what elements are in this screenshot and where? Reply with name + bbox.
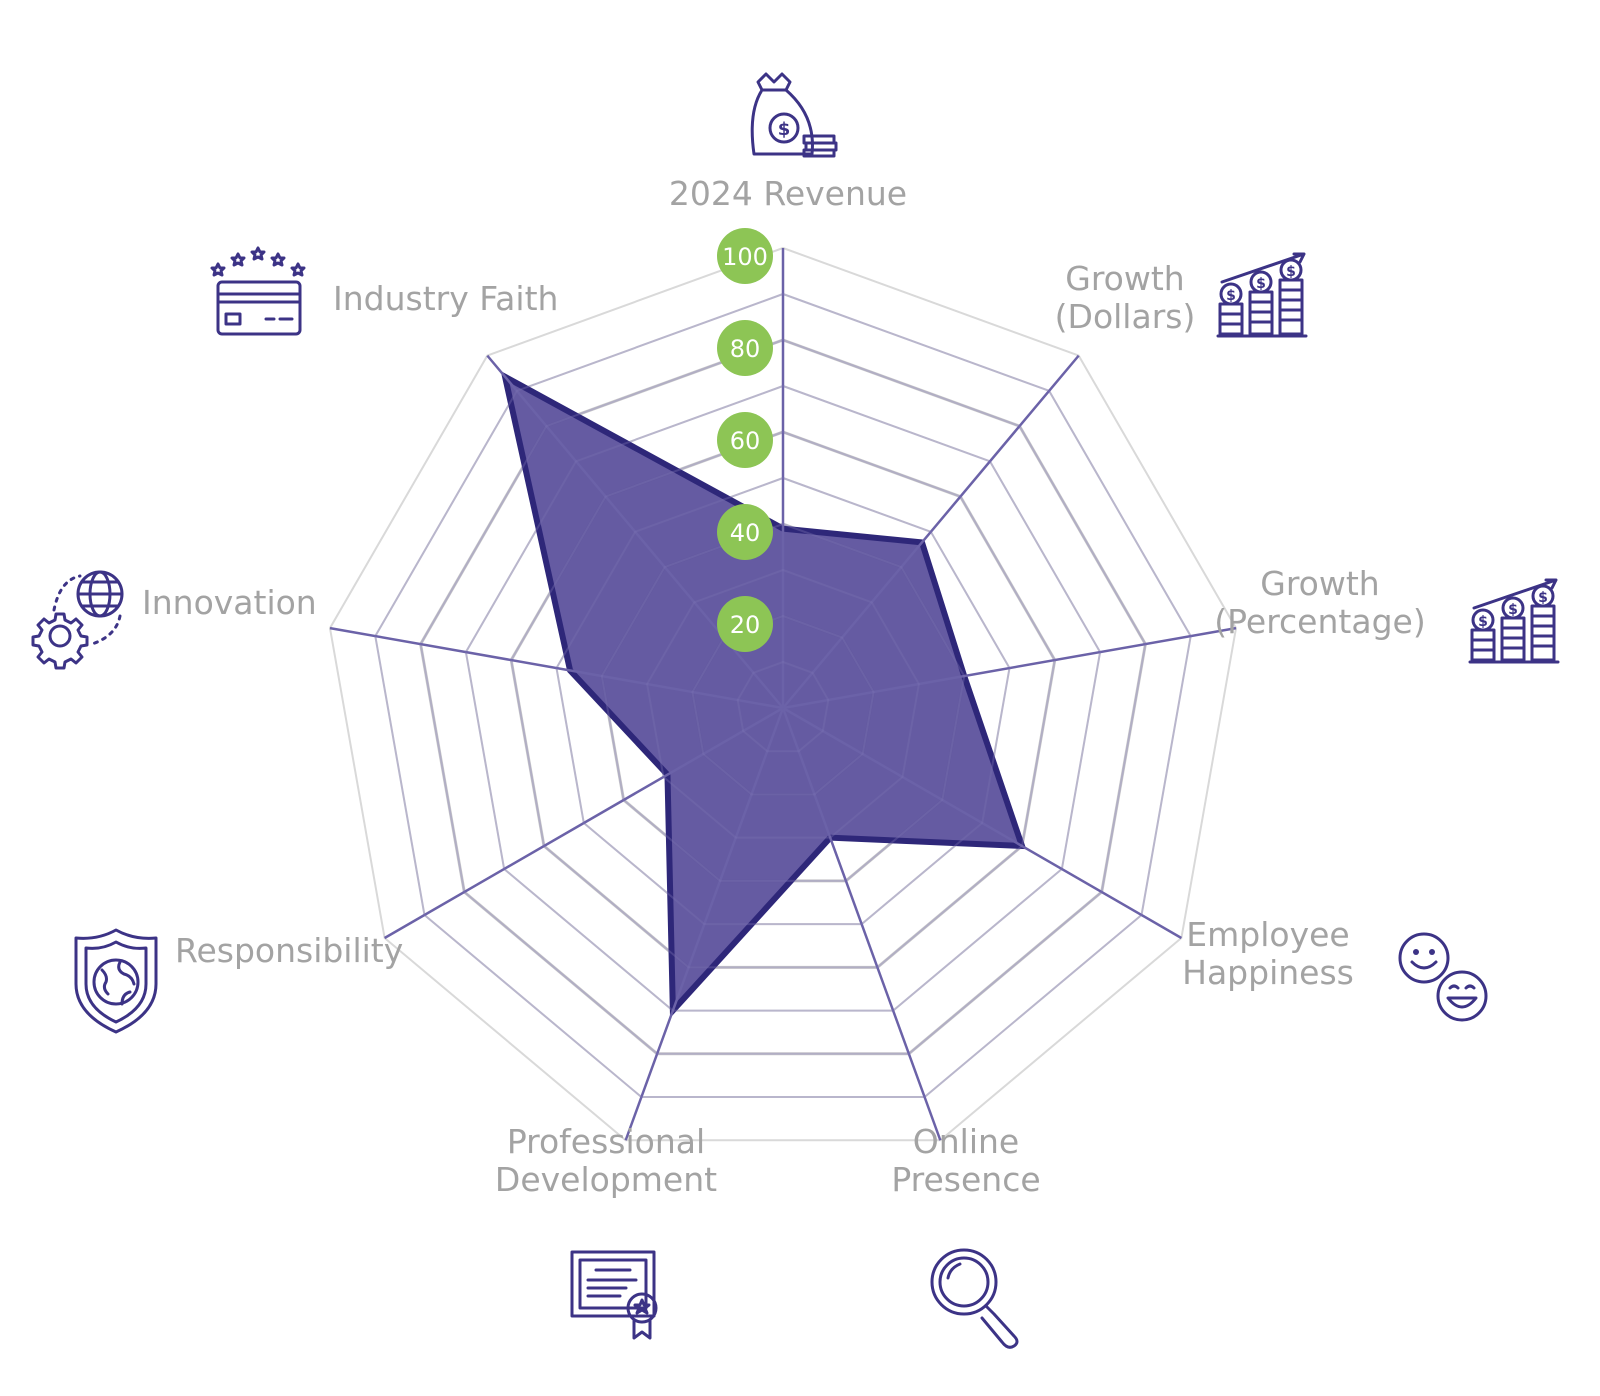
grid-ring-80 (419, 338, 1147, 1056)
tick-badge (717, 504, 773, 560)
certificate-icon (570, 1250, 658, 1340)
grid-ring-overlay-90 (374, 292, 1192, 1099)
series-area (500, 370, 1027, 1019)
tick-badge (717, 596, 773, 652)
grid-ring-overlay-50 (555, 476, 1011, 926)
smiley-faces-icon (1398, 932, 1488, 1022)
axis-label-8: Industry Faith (333, 279, 558, 318)
svg-text:$: $ (1256, 276, 1266, 292)
radar-series (500, 370, 1027, 1019)
grid-ring-70 (464, 384, 1102, 1012)
spoke-4 (781, 707, 942, 1141)
axis-label-1: Growth (Dollars) (1055, 259, 1196, 336)
tick-100: 100 (717, 228, 773, 284)
axis-label-0: 2024 Revenue (669, 174, 907, 213)
radar-axis-icons: $ $ $ $ $ $ $ (31, 72, 1560, 1349)
svg-text:$: $ (1478, 614, 1488, 630)
axis-label-3: Employee Happiness (1182, 915, 1354, 992)
grid-ring-overlay-80 (419, 338, 1147, 1055)
radar-axis-labels: 2024 Revenue Growth (Dollars) Growth (Percen… (142, 174, 1426, 1199)
grid-ring-overlay-30 (646, 568, 920, 839)
svg-text:$: $ (1538, 590, 1548, 606)
globe-gear-icon (31, 570, 124, 670)
spoke-5 (624, 707, 785, 1141)
axis-label-2: Growth (Percentage) (1214, 564, 1425, 641)
tick-20: 20 (717, 596, 773, 652)
spoke-2 (782, 626, 1237, 710)
svg-text:$: $ (1226, 288, 1236, 304)
coin-stacks-growth-icon: $ $ $ (1216, 252, 1308, 338)
tick-label: 100 (722, 243, 768, 271)
tick-badge (717, 412, 773, 468)
money-bag-icon: $ (750, 72, 838, 158)
tick-label: 60 (730, 427, 761, 455)
tick-60: 60 (717, 412, 773, 468)
svg-text:$: $ (778, 119, 791, 140)
spoke-7 (329, 626, 784, 710)
grid-ring-100 (328, 246, 1238, 1142)
radar-spokes (329, 248, 1237, 1141)
grid-ring-overlay-40 (600, 522, 966, 882)
grid-ring-overlay-20 (691, 614, 875, 796)
tick-badge (717, 228, 773, 284)
tick-80: 80 (717, 320, 773, 376)
svg-text:$: $ (1286, 264, 1296, 280)
spoke-6 (384, 706, 784, 940)
grid-ring-90 (374, 292, 1192, 1099)
axis-label-5: Professional Development (495, 1122, 717, 1199)
tick-label: 80 (730, 335, 761, 363)
magnifier-icon (930, 1248, 1019, 1349)
shield-globe-icon (74, 928, 158, 1034)
grid-ring-overlay-10 (736, 660, 830, 753)
grid-ring-overlay-60 (510, 430, 1056, 969)
radar-tick-labels: 20 40 60 80 100 (717, 228, 773, 652)
grid-ring-overlay-70 (464, 384, 1102, 1012)
spoke-3 (782, 706, 1182, 940)
axis-label-4: Online Presence (891, 1122, 1040, 1199)
tick-label: 20 (730, 611, 761, 639)
tick-40: 40 (717, 504, 773, 560)
axis-label-7: Innovation (142, 583, 317, 622)
coin-stacks-growth-icon: $ $ $ (1468, 578, 1560, 664)
spoke-1 (782, 354, 1080, 709)
tick-badge (717, 320, 773, 376)
svg-text:$: $ (1508, 602, 1518, 618)
tick-label: 40 (730, 519, 761, 547)
card-stars-icon (210, 246, 306, 336)
axis-label-6: Responsibility (175, 931, 403, 970)
